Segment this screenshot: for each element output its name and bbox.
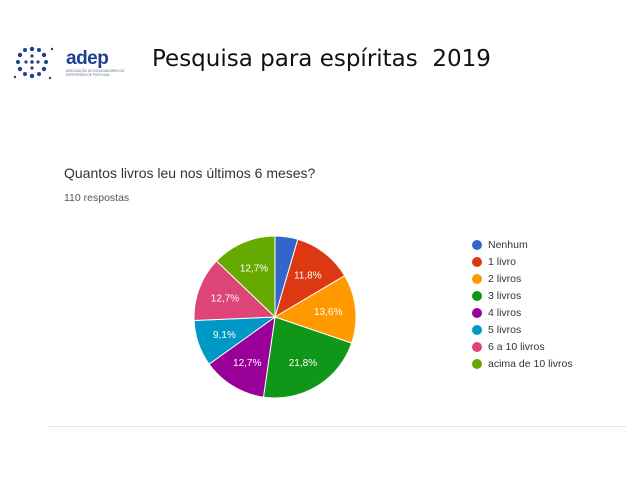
legend-label: 3 livros xyxy=(488,289,522,302)
legend-swatch xyxy=(472,358,482,369)
legend-swatch xyxy=(472,307,482,318)
legend-label: 5 livros xyxy=(488,323,522,336)
legend-item: Nenhum xyxy=(472,236,573,253)
response-count: 110 respostas xyxy=(64,192,130,204)
pie-slice-6 xyxy=(193,260,277,321)
legend-label: 6 a 10 livros xyxy=(488,340,545,353)
chart-title: Quantos livros leu nos últimos 6 meses? xyxy=(64,165,316,181)
legend-item: 6 a 10 livros xyxy=(472,338,573,355)
legend-label: Nenhum xyxy=(488,238,528,251)
pie-slice-1 xyxy=(274,238,346,319)
pie-slice-label-6: 12,7% xyxy=(211,294,239,305)
logo-dots-icon xyxy=(13,46,54,80)
logo-wordmark: adep xyxy=(66,48,109,69)
legend-swatch xyxy=(472,239,482,250)
pie-slice-4 xyxy=(208,315,276,398)
legend-swatch xyxy=(472,290,482,301)
pie-slice-label-2: 13,6% xyxy=(314,307,342,318)
legend-swatch xyxy=(472,256,482,267)
legend-item: 1 livro xyxy=(472,253,573,270)
legend-item: 4 livros xyxy=(472,304,573,321)
legend-item: 5 livros xyxy=(472,321,573,338)
logo-subtitle: ASSOCIAÇÃO DE DIVULGADORES DO ESPIRITISM… xyxy=(66,69,125,77)
pie-slice-label-4: 12,7% xyxy=(233,358,261,369)
legend-item: 2 livros xyxy=(472,270,573,287)
legend-label: 4 livros xyxy=(488,306,522,319)
adep-logo: adep ASSOCIAÇÃO DE DIVULGADORES DO ESPIR… xyxy=(12,44,124,86)
divider xyxy=(48,426,626,427)
pie-slice-label-5: 9,1% xyxy=(213,330,236,341)
pie-slice-label-7: 12,7% xyxy=(240,263,268,274)
chart-legend: Nenhum 1 livro 2 livros 3 livros 4 livros 5 l… xyxy=(472,236,573,372)
legend-item: acima de 10 livros xyxy=(472,355,573,372)
pie-slice-7 xyxy=(215,235,276,319)
slide-title: Pesquisa para espíritas 2019 xyxy=(152,46,491,72)
legend-label: 2 livros xyxy=(488,272,522,285)
legend-label: 1 livro xyxy=(488,255,517,268)
pie-slice-3 xyxy=(262,316,353,399)
pie-slice-label-3: 21,8% xyxy=(289,358,317,369)
legend-swatch xyxy=(472,273,482,284)
legend-item: 3 livros xyxy=(472,287,573,304)
legend-label: acima de 10 livros xyxy=(488,357,573,370)
pie-slice-label-1: 11,8% xyxy=(294,270,322,281)
legend-swatch xyxy=(472,324,482,335)
pie-slice-2 xyxy=(273,275,357,344)
legend-swatch xyxy=(472,341,482,352)
